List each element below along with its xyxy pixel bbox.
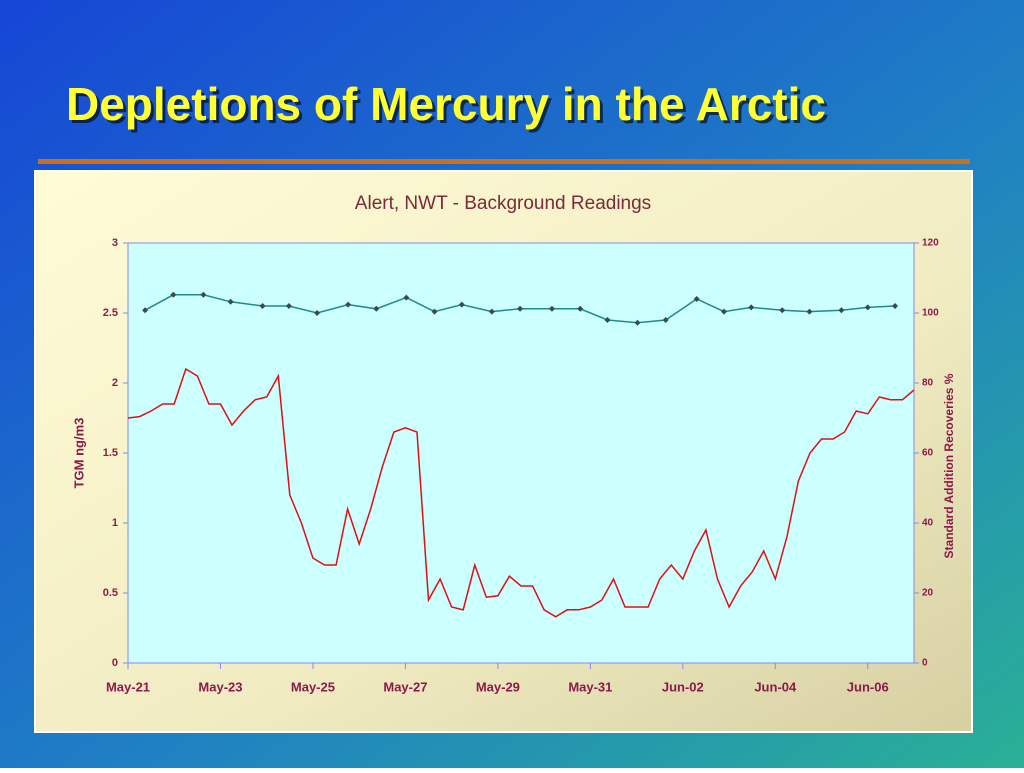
series-marker: [838, 307, 845, 314]
series-marker: [488, 308, 495, 315]
series-marker: [403, 294, 410, 301]
series-marker: [577, 305, 584, 312]
series-marker: [693, 296, 700, 302]
y-axis-label: TGM ng/m3: [71, 418, 86, 489]
y-tick-label: 1.5: [103, 447, 118, 459]
series-marker: [720, 308, 727, 315]
series-marker: [431, 308, 438, 315]
series-marker: [259, 303, 266, 309]
slide-title: Depletions of Mercury in the Arctic: [66, 78, 826, 130]
chart-title: Alert, NWT - Background Readings: [355, 193, 651, 214]
x-tick-label: May-31: [568, 679, 612, 694]
series-marker: [779, 307, 786, 314]
series-marker: [806, 308, 813, 315]
y-tick-label: 0.5: [103, 587, 118, 599]
x-tick-label: May-27: [383, 679, 427, 694]
series-marker: [345, 301, 352, 308]
series-marker: [373, 305, 380, 312]
x-tick-label: Jun-02: [662, 679, 704, 694]
series-marker: [604, 317, 611, 323]
series-marker: [142, 307, 149, 314]
y2-tick-label: 80: [922, 378, 934, 389]
x-tick-label: Jun-06: [847, 679, 889, 694]
series-marker: [170, 291, 177, 298]
x-tick-label: May-21: [106, 679, 150, 694]
plot-area: [127, 242, 915, 664]
series-line: [127, 367, 915, 618]
series-marker: [285, 303, 292, 309]
y2-tick-label: 20: [922, 588, 934, 599]
series-marker: [314, 310, 321, 316]
y-tick-label: 2.5: [103, 307, 118, 319]
series-marker: [200, 291, 207, 298]
y-tick-label: 1: [112, 517, 118, 529]
y-tick-label: 2: [112, 377, 118, 389]
series-marker: [892, 303, 899, 309]
series-marker: [662, 317, 669, 323]
x-tick-label: May-25: [291, 679, 335, 694]
x-tick-label: Jun-04: [754, 679, 797, 694]
y2-tick-label: 60: [922, 448, 934, 459]
series-marker: [864, 304, 871, 311]
series-marker: [634, 319, 641, 326]
series-marker: [227, 298, 234, 305]
y-tick-label: 3: [112, 237, 118, 249]
divider: [38, 159, 970, 164]
x-tick-label: May-29: [476, 679, 520, 694]
title-shadow: Depletions of Mercury in the Arctic: [69, 81, 829, 133]
series-marker: [458, 301, 465, 308]
y2-tick-label: 120: [922, 238, 939, 249]
y2-axis-label: Standard Addition Recoveries %: [942, 373, 956, 558]
series-marker: [548, 305, 555, 312]
y-tick-label: 0: [112, 657, 118, 669]
y2-tick-label: 40: [922, 518, 934, 529]
series-marker: [517, 305, 524, 312]
series-marker: [748, 304, 755, 311]
x-tick-label: May-23: [198, 679, 242, 694]
y2-tick-label: 100: [922, 308, 939, 319]
y2-tick-label: 0: [922, 658, 928, 669]
